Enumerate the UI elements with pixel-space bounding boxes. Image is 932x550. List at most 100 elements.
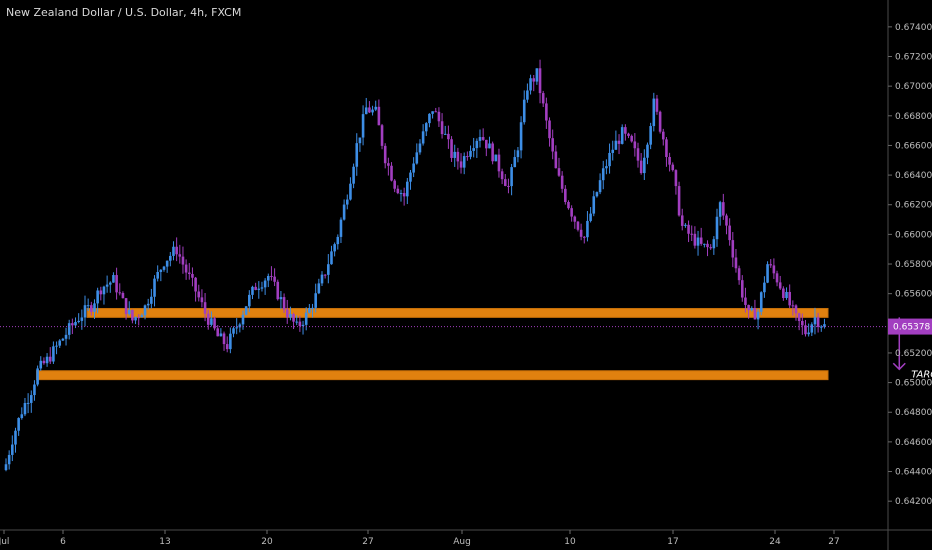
candle-body (507, 185, 510, 187)
candle-body (772, 265, 776, 274)
candle-body (684, 224, 687, 226)
candle-body (734, 257, 738, 269)
candle-body (582, 236, 586, 238)
candle-body (352, 166, 355, 184)
candle-body (361, 114, 365, 138)
candle-body (564, 188, 567, 203)
candle-body (728, 225, 731, 241)
candle-body (674, 170, 678, 187)
candle-body (586, 220, 589, 238)
price-axis[interactable]: 0.67400 0.67200 0.67000 0.66800 0.66600 0.664… (887, 0, 932, 550)
candle-body (485, 139, 488, 149)
candle-body (7, 454, 11, 465)
candle-body (282, 297, 286, 310)
candle-body (775, 273, 779, 283)
candle-body (371, 109, 374, 113)
time-tick-label: 24 (769, 537, 781, 547)
candle-body (529, 78, 532, 91)
candle-body (652, 98, 656, 127)
candle-body (143, 305, 147, 316)
candle-body (491, 143, 494, 162)
candle-body (541, 93, 545, 104)
candle-body (668, 157, 671, 165)
candle-body (197, 291, 201, 298)
candle-body (292, 314, 295, 322)
candle-body (77, 320, 80, 322)
candle-body (140, 315, 144, 318)
candle-body (251, 286, 254, 295)
candle-body (671, 164, 675, 171)
candle-body (469, 150, 472, 157)
candle-body (589, 213, 592, 221)
candle-body (677, 186, 681, 216)
candle-body (737, 268, 741, 281)
candle-body (99, 290, 103, 295)
candle-body (279, 297, 283, 300)
candle-body (134, 317, 137, 321)
candle-body (156, 271, 159, 279)
candle-body (131, 310, 134, 321)
candle-body (696, 237, 700, 246)
candle-body (61, 338, 65, 341)
price-tick-label: 0.65800 (895, 260, 932, 270)
candle-body (150, 296, 153, 304)
candle-body (608, 152, 611, 167)
candle-body (630, 135, 633, 142)
candle-body (443, 133, 447, 135)
candle-body (813, 317, 817, 325)
time-axis[interactable]: Jul 6 13 20 27 Aug 10 17 24 27 (0, 529, 932, 547)
candle-body (336, 236, 340, 245)
price-tick-label: 0.67400 (895, 23, 932, 33)
candle-body (26, 402, 30, 404)
current-price-tag: 0.65378 (0, 318, 932, 335)
candle-body (424, 123, 428, 132)
candle-body (481, 137, 485, 140)
target-label: TARGET (911, 370, 932, 381)
candle-body (428, 113, 431, 124)
time-tick-label: 6 (60, 537, 66, 547)
time-tick-label: 20 (261, 537, 273, 547)
candle-body (165, 260, 169, 267)
candle-body (11, 444, 14, 455)
candle-body (557, 168, 561, 176)
candle-body (551, 138, 554, 152)
candle-body (649, 126, 652, 145)
candle-body (118, 292, 122, 294)
candle-body (105, 284, 109, 287)
candle-body (573, 216, 577, 222)
price-tick-label: 0.66600 (895, 141, 932, 151)
support-zone (36, 370, 829, 381)
candle-body (80, 317, 84, 321)
candle-body (153, 278, 156, 297)
candle-body (178, 254, 182, 257)
candle-body (289, 314, 292, 318)
candle-body (64, 334, 68, 339)
candle-body (636, 148, 640, 161)
candle-body (475, 140, 479, 149)
candle-body (200, 297, 204, 303)
candle-body (298, 321, 302, 326)
time-tick-label: 27 (362, 537, 373, 547)
candle-body (248, 294, 251, 307)
candle-body (545, 103, 548, 121)
candle-body (782, 288, 785, 299)
candle-body (693, 233, 697, 246)
candle-body (187, 272, 191, 275)
candle-body (801, 320, 804, 326)
candle-body (393, 180, 396, 189)
time-tick-label: 27 (828, 537, 839, 547)
candle-body (308, 308, 311, 313)
candle-body (718, 202, 722, 217)
candle-body (804, 325, 807, 335)
candle-body (20, 414, 24, 419)
candle-body (725, 215, 728, 226)
candle-body (535, 68, 539, 82)
candle-body (823, 324, 826, 327)
candle-body (526, 90, 529, 100)
candle-body (29, 395, 33, 403)
time-tick-label: 10 (564, 537, 576, 547)
candle-body (570, 208, 573, 217)
price-tick-label: 0.64800 (895, 408, 932, 418)
candle-body (314, 293, 317, 308)
